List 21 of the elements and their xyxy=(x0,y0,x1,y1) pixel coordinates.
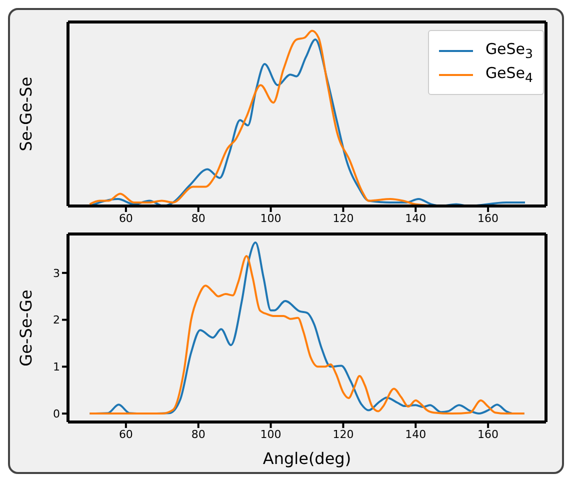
x-tick-label: 80 xyxy=(191,212,206,225)
y-tick-label: 2 xyxy=(53,314,60,327)
x-tick-label: 80 xyxy=(191,428,206,441)
x-tick-label: 160 xyxy=(478,428,499,441)
y-tick-label: 0 xyxy=(53,407,60,420)
y-axis-title: Se-Ge-Se xyxy=(16,76,36,152)
legend-label: GeSe$_{4}$ xyxy=(485,64,533,85)
x-tick-label: 100 xyxy=(260,212,282,225)
x-tick-label: 140 xyxy=(405,212,426,225)
x-tick-label: 120 xyxy=(332,212,354,225)
x-tick-label: 60 xyxy=(118,212,133,225)
x-axis-title: Angle(deg) xyxy=(262,449,352,468)
y-tick-label: 3 xyxy=(53,266,60,280)
x-tick-label: 60 xyxy=(118,428,133,441)
x-tick-label: 140 xyxy=(405,428,426,441)
y-axis-title: Ge-Se-Ge xyxy=(16,290,36,366)
legend-label: GeSe$_{3}$ xyxy=(485,40,533,61)
x-tick-label: 120 xyxy=(332,428,354,441)
x-tick-label: 160 xyxy=(478,212,499,225)
x-tick-label: 100 xyxy=(260,428,282,441)
y-tick-label: 1 xyxy=(53,360,60,374)
